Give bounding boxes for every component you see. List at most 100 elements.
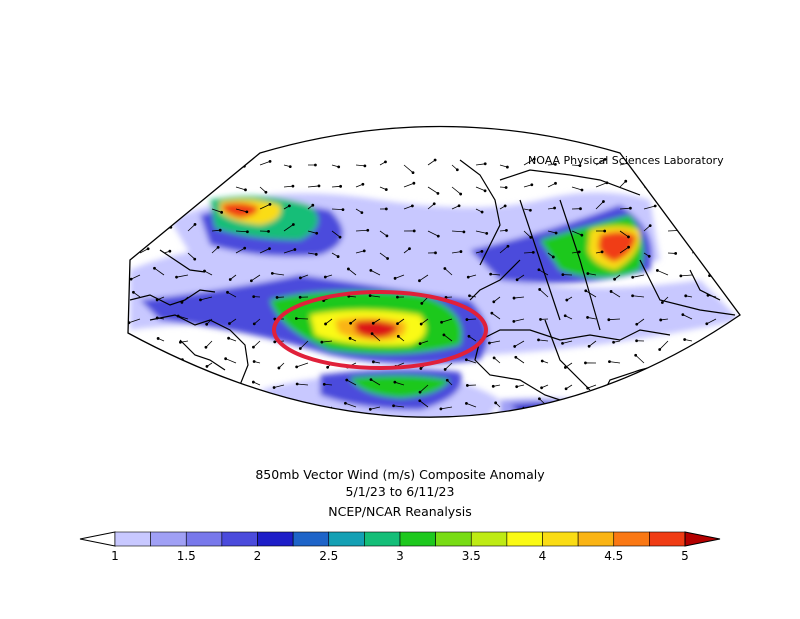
colorbar-low-arrow (79, 531, 116, 547)
wind-vector-head (202, 434, 204, 436)
wind-vector-head (226, 290, 229, 294)
wind-vector-head (436, 192, 440, 195)
wind-vector-head (322, 382, 326, 386)
wind-vector (251, 274, 261, 282)
wind-vector-head (648, 224, 652, 228)
wind-vector (567, 425, 572, 429)
wind-vector-head (199, 298, 202, 302)
wind-vector (235, 208, 247, 213)
wind-vector-head (633, 427, 635, 429)
wind-vector-head (439, 407, 443, 411)
wind-vector-head (432, 202, 436, 206)
wind-vector-head (436, 234, 440, 238)
colorbar-cell (114, 531, 151, 547)
wind-anomaly-map (127, 125, 741, 436)
wind-vector-head (455, 168, 459, 172)
wind-vector-head (147, 201, 151, 205)
wind-vector-head (612, 385, 615, 389)
wind-vector (370, 379, 381, 386)
wind-vector (608, 318, 621, 321)
wind-vector (444, 268, 453, 276)
wind-vector-head (179, 340, 182, 344)
wind-vector-head (293, 248, 297, 251)
wind-vector (355, 250, 365, 254)
wind-vector-head (443, 267, 447, 270)
wind-vector-head (564, 387, 568, 391)
wind-vector (403, 182, 415, 188)
wind-vector-head (488, 341, 491, 345)
wind-vector (370, 406, 381, 410)
wind-vector (321, 340, 333, 343)
wind-vector (182, 426, 188, 429)
wind-vector-head (631, 294, 634, 298)
wind-vector (539, 289, 549, 298)
wind-vector (132, 406, 141, 414)
wind-vector-head (676, 178, 679, 182)
wind-vector-head (505, 228, 508, 232)
wind-vector (707, 384, 717, 388)
wind-vector (251, 429, 260, 433)
wind-vector-head (152, 399, 156, 403)
wind-vector-head (277, 366, 281, 370)
wind-vector (571, 186, 583, 191)
wind-vector (443, 334, 453, 342)
wind-vector-head (250, 409, 254, 412)
wind-vector-head (485, 231, 489, 235)
wind-vector-head (314, 163, 317, 167)
wind-vector-head (322, 299, 326, 303)
wind-vector-head (613, 277, 616, 281)
wind-vector-head (636, 409, 640, 413)
wind-vector-head (609, 290, 613, 293)
wind-vector-head (514, 411, 518, 415)
colorbar-cell (577, 531, 615, 547)
wind-vector (565, 406, 573, 410)
wind-vector-head (612, 429, 614, 431)
colorbar-cell (150, 531, 187, 547)
wind-vector-head (537, 338, 540, 342)
wind-vector (349, 426, 356, 429)
wind-vector-head (249, 279, 253, 283)
wind-vector-head (553, 206, 556, 210)
wind-vector-head (605, 181, 609, 185)
wind-vector-head (703, 344, 707, 348)
wind-vector (613, 429, 620, 430)
wind-vector-head (298, 276, 302, 280)
wind-vector-head (419, 322, 423, 326)
wind-vector (163, 160, 171, 166)
wind-vector-head (298, 347, 302, 350)
wind-vector-head (203, 385, 206, 389)
wind-vector (587, 384, 597, 389)
wind-vector (657, 429, 668, 430)
wind-vector-head (341, 208, 345, 212)
wind-vector (331, 185, 341, 188)
wind-vector-head (565, 298, 569, 302)
wind-vector-head (131, 344, 135, 348)
wind-vector-head (264, 190, 268, 194)
wind-vector-head (531, 250, 535, 254)
wind-vector (682, 406, 693, 414)
wind-vector-head (602, 200, 605, 203)
wind-vector (475, 186, 486, 192)
wind-vector (613, 384, 621, 388)
wind-vector-head (147, 189, 151, 193)
wind-vector-head (321, 410, 324, 414)
wind-vector-head (317, 184, 321, 188)
wind-vector-head (412, 229, 416, 233)
wind-vector (491, 312, 501, 320)
wind-vector-head (298, 295, 302, 299)
wind-vector-head (311, 203, 315, 207)
colorbar-cell (542, 531, 579, 547)
wind-vector-head (204, 345, 208, 349)
wind-vector-head (191, 202, 195, 206)
wind-vector-head (561, 273, 565, 277)
wind-vector-head (363, 164, 367, 168)
wind-vector (273, 384, 285, 388)
wind-vector (427, 230, 439, 237)
wind-vector-head (296, 403, 300, 407)
wind-vector (451, 230, 464, 233)
wind-vector (420, 429, 428, 430)
wind-vector (259, 248, 270, 254)
colorbar-cell (435, 531, 472, 547)
wind-vector-head (277, 432, 279, 434)
wind-vector (348, 268, 357, 276)
